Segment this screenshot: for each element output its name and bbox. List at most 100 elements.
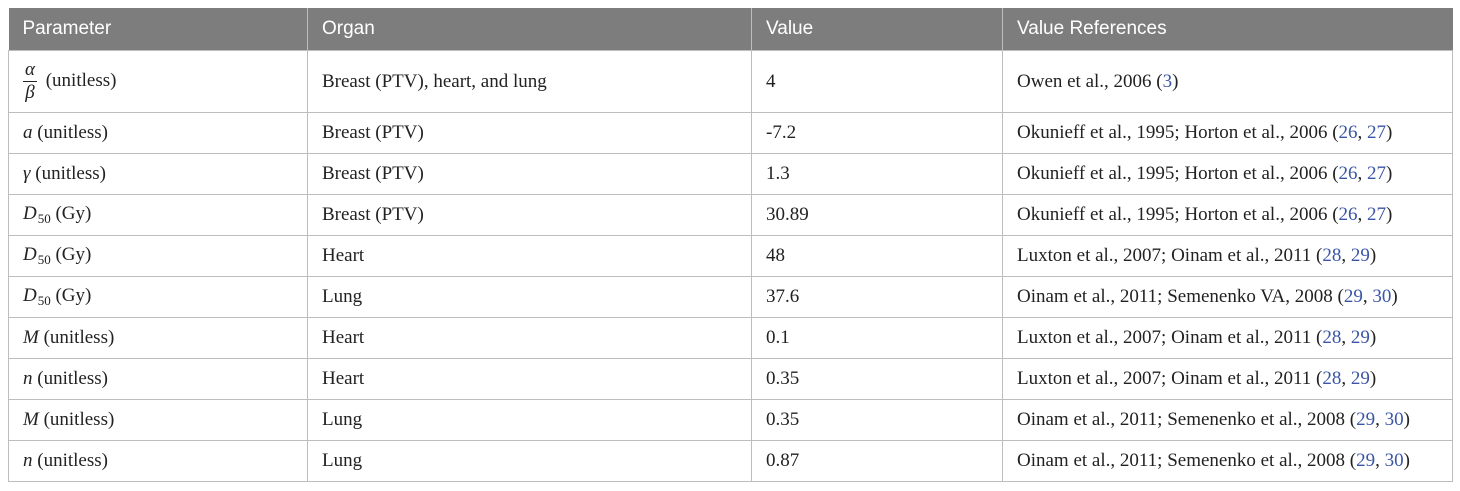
cell-organ: Breast (PTV) bbox=[307, 194, 752, 236]
reference-close: ) bbox=[1369, 368, 1377, 389]
reference-close: ) bbox=[1386, 163, 1393, 184]
header-organ: Organ bbox=[307, 8, 752, 51]
header-parameter: Parameter bbox=[8, 8, 308, 51]
reference-close: ) bbox=[1403, 450, 1410, 471]
reference-text: Okunieff et al., 1995; Horton et al., 20… bbox=[1017, 163, 1339, 184]
cell-value: 0.1 bbox=[751, 317, 1003, 359]
reference-text: Luxton et al., 2007; Oinam et al., 2011 … bbox=[1017, 368, 1323, 389]
parameter-symbol: D bbox=[23, 244, 37, 265]
reference-link[interactable]: 30 bbox=[1372, 286, 1392, 307]
reference-link[interactable]: 27 bbox=[1367, 163, 1387, 184]
reference-link[interactable]: 29 bbox=[1356, 409, 1376, 430]
cell-parameter: γ (unitless) bbox=[8, 153, 308, 195]
parameter-symbol: γ bbox=[23, 163, 31, 184]
parameter-unit: (unitless) bbox=[43, 409, 115, 430]
cell-parameter: n (unitless) bbox=[8, 440, 308, 482]
parameter-symbol: M bbox=[23, 409, 39, 430]
reference-text: Okunieff et al., 1995; Horton et al., 20… bbox=[1017, 204, 1339, 225]
cell-organ: Lung bbox=[307, 440, 752, 482]
reference-link[interactable]: 28 bbox=[1322, 245, 1342, 266]
cell-organ: Heart bbox=[307, 358, 752, 400]
reference-text: Oinam et al., 2011; Semenenko VA, 2008 ( bbox=[1017, 286, 1344, 307]
table-row: D50 (Gy) Lung 37.6 Oinam et al., 2011; Seme… bbox=[8, 276, 1453, 318]
cell-value: 1.3 bbox=[751, 153, 1003, 195]
parameter-table: Parameter Organ Value Value References α… bbox=[8, 8, 1453, 482]
reference-text: Okunieff et al., 1995; Horton et al., 20… bbox=[1017, 122, 1339, 143]
parameter-unit: (Gy) bbox=[55, 203, 92, 224]
parameter-subscript: 50 bbox=[37, 252, 51, 267]
cell-organ: Breast (PTV) bbox=[307, 112, 752, 154]
reference-text: Owen et al., 2006 ( bbox=[1017, 70, 1163, 92]
header-value-references: Value References bbox=[1002, 8, 1453, 51]
cell-organ: Breast (PTV), heart, and lung bbox=[307, 50, 752, 113]
parameter-subscript: 50 bbox=[37, 293, 51, 308]
cell-value: 37.6 bbox=[751, 276, 1003, 318]
parameter-unit: (unitless) bbox=[45, 69, 117, 91]
header-value: Value bbox=[751, 8, 1003, 51]
reference-link[interactable]: 29 bbox=[1350, 368, 1370, 389]
cell-value-references: Oinam et al., 2011; Semenenko et al., 20… bbox=[1002, 440, 1453, 482]
reference-link[interactable]: 29 bbox=[1343, 286, 1363, 307]
reference-separator: , bbox=[1375, 409, 1385, 430]
reference-separator: , bbox=[1362, 286, 1373, 307]
reference-link[interactable]: 26 bbox=[1338, 122, 1358, 143]
cell-value-references: Oinam et al., 2011; Semenenko VA, 2008 (… bbox=[1002, 276, 1453, 318]
cell-value: 0.35 bbox=[751, 358, 1003, 400]
table-row: D50 (Gy) Heart 48 Luxton et al., 2007; Oina… bbox=[8, 235, 1453, 277]
parameter-unit: (unitless) bbox=[37, 368, 108, 389]
cell-parameter: D50 (Gy) bbox=[8, 235, 308, 277]
table-row: M (unitless) Heart 0.1 Luxton et al., 2007;… bbox=[8, 317, 1453, 359]
reference-link[interactable]: 27 bbox=[1367, 204, 1387, 225]
parameter-symbol: D bbox=[23, 285, 37, 306]
cell-parameter: D50 (Gy) bbox=[8, 276, 308, 318]
reference-link[interactable]: 27 bbox=[1367, 122, 1387, 143]
reference-link[interactable]: 3 bbox=[1162, 70, 1173, 92]
reference-link[interactable]: 28 bbox=[1322, 327, 1342, 348]
fraction-denominator: β bbox=[25, 82, 35, 103]
reference-link[interactable]: 26 bbox=[1338, 204, 1358, 225]
cell-organ: Lung bbox=[307, 276, 752, 318]
reference-link[interactable]: 29 bbox=[1350, 327, 1370, 348]
parameter-symbol: n bbox=[23, 368, 33, 389]
cell-parameter: D50 (Gy) bbox=[8, 194, 308, 236]
parameter-unit: (unitless) bbox=[37, 122, 108, 143]
parameter-unit: (unitless) bbox=[35, 163, 106, 184]
cell-organ: Heart bbox=[307, 317, 752, 359]
cell-value-references: Luxton et al., 2007; Oinam et al., 2011 … bbox=[1002, 317, 1453, 359]
cell-value-references: Okunieff et al., 1995; Horton et al., 20… bbox=[1002, 194, 1453, 236]
cell-value-references: Oinam et al., 2011; Semenenko et al., 20… bbox=[1002, 399, 1453, 441]
table-row: a (unitless) Breast (PTV) -7.2 Okunieff et … bbox=[8, 112, 1453, 154]
reference-separator: , bbox=[1341, 368, 1351, 389]
reference-close: ) bbox=[1172, 70, 1179, 92]
cell-parameter: M (unitless) bbox=[8, 399, 308, 441]
parameter-symbol: M bbox=[23, 327, 39, 348]
cell-value-references: Owen et al., 2006 (3) bbox=[1002, 50, 1453, 113]
cell-value-references: Okunieff et al., 1995; Horton et al., 20… bbox=[1002, 153, 1453, 195]
reference-link[interactable]: 30 bbox=[1384, 409, 1404, 430]
reference-close: ) bbox=[1386, 204, 1393, 225]
parameter-unit: (Gy) bbox=[55, 285, 92, 306]
reference-separator: , bbox=[1341, 327, 1351, 348]
table-header: Parameter Organ Value Value References bbox=[8, 8, 1453, 51]
cell-value: 48 bbox=[751, 235, 1003, 277]
reference-separator: , bbox=[1375, 450, 1385, 471]
reference-link[interactable]: 26 bbox=[1338, 163, 1358, 184]
reference-link[interactable]: 28 bbox=[1322, 368, 1342, 389]
cell-organ: Heart bbox=[307, 235, 752, 277]
parameter-symbol: n bbox=[23, 450, 33, 471]
table-row: γ (unitless) Breast (PTV) 1.3 Okunieff et a… bbox=[8, 153, 1453, 195]
reference-separator: , bbox=[1357, 122, 1368, 143]
cell-organ: Breast (PTV) bbox=[307, 153, 752, 195]
reference-separator: , bbox=[1341, 245, 1351, 266]
cell-value-references: Luxton et al., 2007; Oinam et al., 2011 … bbox=[1002, 358, 1453, 400]
reference-link[interactable]: 30 bbox=[1384, 450, 1404, 471]
reference-close: ) bbox=[1386, 122, 1393, 143]
reference-close: ) bbox=[1369, 327, 1377, 348]
reference-link[interactable]: 29 bbox=[1356, 450, 1376, 471]
reference-separator: , bbox=[1357, 163, 1368, 184]
parameter-unit: (unitless) bbox=[37, 450, 108, 471]
reference-link[interactable]: 29 bbox=[1350, 245, 1370, 266]
parameter-table-container: Parameter Organ Value Value References α… bbox=[8, 8, 1453, 482]
